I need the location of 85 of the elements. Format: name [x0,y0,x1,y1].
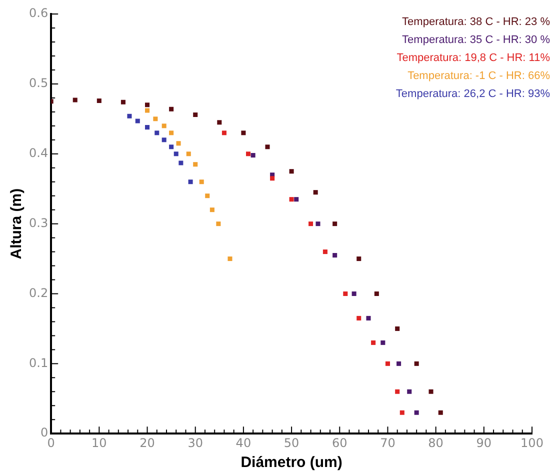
point [127,114,132,118]
point [294,197,299,202]
point [222,130,226,136]
point [169,144,174,150]
x-tick-label: 10 [92,436,107,450]
point [210,208,214,212]
point [228,256,232,262]
point [199,180,204,184]
x-tick-label: 60 [332,436,348,450]
point [356,256,362,262]
point [407,389,412,394]
text: Temperatura: 35 C - HR: 30 % [402,34,550,46]
y-tick-label: 0 [40,426,48,440]
y-tick-label: 0.1 [28,356,48,370]
point [216,222,221,226]
point [332,253,338,258]
point [414,361,419,366]
y-tick-label: 0.2 [28,286,48,300]
point [169,130,174,136]
point [162,124,166,128]
point [400,410,404,415]
point [332,222,338,226]
point [178,160,184,166]
point [428,389,434,394]
point [380,340,386,345]
point [289,169,294,174]
point [186,152,191,156]
point [120,100,126,104]
point [374,291,379,296]
point [250,153,256,158]
point [385,361,390,366]
point [145,102,150,108]
y-axis-title: Altura (m) [8,188,26,260]
point [414,410,419,415]
point [265,144,270,150]
point [241,130,246,136]
point [352,291,356,296]
x-tick-label: 40 [236,436,252,450]
point [176,141,181,146]
point [322,250,328,254]
point [343,291,348,296]
point [289,197,294,202]
x-tick-label: 80 [428,436,444,450]
point [193,112,198,117]
point [162,138,166,142]
text: Temperatura: 26,2 C - HR: 93% [396,88,550,100]
x-tick-label: 20 [140,436,155,450]
point [205,194,210,198]
point [174,152,178,156]
y-tick-label: 0.6 [28,6,48,20]
point [395,326,400,331]
point [193,162,198,167]
point [316,222,320,226]
x-axis-title: Diámetro (um) [240,454,342,472]
point [366,316,371,320]
x-tick-label: 100 [520,436,544,450]
point [371,340,376,345]
text: Temperatura: 38 C - HR: 23 % [402,16,550,28]
text: Temperatura: -1 C - HR: 66% [408,70,550,82]
point [438,410,443,415]
y-tick-label: 0.3 [28,216,48,230]
point [270,176,275,181]
text: Temperatura: 19,8 C - HR: 11% [396,52,550,64]
point [145,108,150,113]
point [145,125,150,130]
point [246,152,251,156]
x-tick-label: 70 [380,436,396,450]
point [395,389,400,394]
point [72,98,78,102]
y-tick-label: 0.4 [28,146,48,160]
point [308,222,314,226]
point [135,118,140,124]
point [313,190,318,195]
point [153,116,158,122]
point [356,316,362,320]
point [154,130,160,136]
point [169,106,174,112]
point [188,180,193,184]
x-tick-label: 50 [284,436,300,450]
x-tick-label: 30 [188,436,203,450]
point [396,361,402,366]
y-tick-label: 0.5 [28,76,48,90]
x-tick-label: 90 [476,436,492,450]
point [217,120,222,125]
point [96,98,102,103]
